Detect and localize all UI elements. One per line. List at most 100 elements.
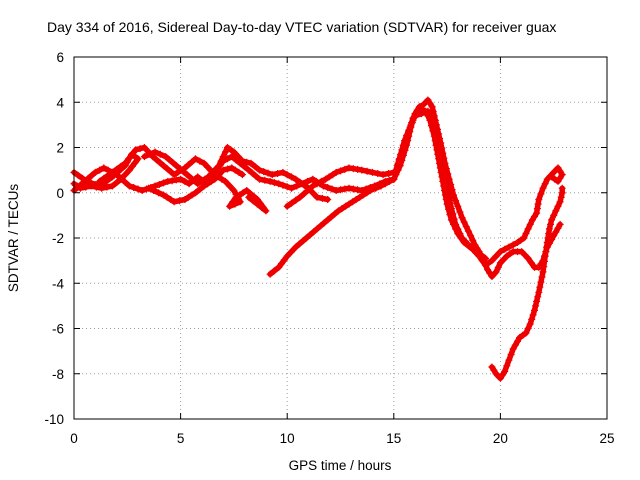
data-point (324, 184, 332, 191)
data-point (228, 153, 236, 161)
data-point (534, 293, 542, 301)
data-point (181, 177, 189, 185)
y-tick-label: 2 (56, 141, 64, 156)
data-point (238, 157, 246, 165)
data-point (398, 146, 406, 154)
data-point (501, 245, 509, 253)
data-point (243, 187, 251, 194)
data-point (288, 184, 295, 192)
data-point (320, 219, 328, 227)
data-point (544, 234, 552, 242)
data-point (548, 216, 556, 224)
data-point (204, 163, 212, 171)
data-point (162, 153, 170, 161)
data-point (188, 158, 196, 166)
y-tick-label: -10 (44, 412, 64, 427)
data-point (211, 165, 219, 173)
data-point (177, 175, 185, 183)
data-point (283, 202, 291, 210)
data-point (163, 193, 171, 201)
data-point (249, 197, 257, 205)
data-point (405, 126, 413, 134)
data-point (221, 148, 229, 156)
data-point (545, 230, 553, 237)
data-point (379, 171, 387, 179)
data-point (532, 302, 540, 310)
data-point (332, 187, 340, 194)
data-point (234, 153, 242, 160)
data-point (401, 137, 408, 145)
data-point (168, 177, 176, 185)
data-point (526, 220, 534, 228)
data-point (392, 166, 400, 174)
data-point (268, 171, 276, 179)
data-point (121, 171, 129, 179)
data-point (226, 182, 234, 190)
data-point (150, 187, 158, 194)
data-point (256, 166, 263, 174)
data-point (266, 177, 274, 185)
data-point (535, 288, 543, 296)
data-point (454, 225, 462, 233)
data-point (155, 181, 163, 188)
data-point (130, 184, 138, 191)
data-point (134, 155, 142, 163)
data-point (170, 198, 178, 206)
data-point (232, 193, 240, 201)
data-point (518, 248, 526, 256)
data-point (538, 273, 546, 281)
data-point (500, 256, 508, 263)
data-point (187, 174, 194, 182)
data-point (461, 237, 469, 245)
data-point (221, 177, 229, 185)
data-point (458, 234, 466, 242)
data-point (196, 157, 204, 165)
data-point (185, 180, 193, 188)
data-point (279, 168, 287, 176)
x-axis-label: GPS time / hours (289, 458, 392, 473)
data-point (482, 254, 489, 262)
data-point (337, 186, 344, 194)
data-point (450, 215, 458, 223)
y-axis-label: SDTVAR / TECUs (6, 184, 21, 293)
data-point (439, 166, 447, 174)
data-point (332, 168, 340, 176)
data-point (165, 156, 173, 164)
data-point (184, 193, 192, 201)
y-tick-label: -6 (52, 322, 64, 337)
x-tick-label: 20 (493, 431, 508, 446)
data-point (524, 225, 532, 233)
data-point (196, 185, 204, 193)
data-point (526, 320, 534, 328)
data-point (528, 315, 536, 323)
data-point (381, 180, 389, 188)
data-point (464, 227, 472, 235)
data-point (534, 200, 542, 208)
data-point (409, 116, 417, 124)
data-point (113, 165, 121, 173)
data-point (458, 214, 466, 222)
data-point (496, 248, 504, 256)
data-point (239, 189, 247, 197)
data-point (302, 234, 310, 242)
data-point (246, 190, 254, 197)
data-point (352, 196, 360, 203)
data-point (437, 156, 445, 164)
data-point (313, 180, 321, 188)
series-line (393, 106, 527, 268)
data-point (218, 175, 226, 183)
data-point (251, 163, 259, 171)
data-point (131, 159, 139, 167)
data-point (256, 175, 263, 183)
data-point (231, 166, 239, 174)
data-point (492, 252, 500, 260)
data-point (81, 177, 89, 185)
data-point (509, 345, 517, 353)
data-point (136, 145, 144, 153)
data-point (535, 196, 543, 203)
data-point (369, 168, 376, 176)
data-point (204, 173, 212, 181)
data-point (531, 306, 538, 314)
data-point (179, 168, 187, 176)
data-point (279, 181, 287, 189)
